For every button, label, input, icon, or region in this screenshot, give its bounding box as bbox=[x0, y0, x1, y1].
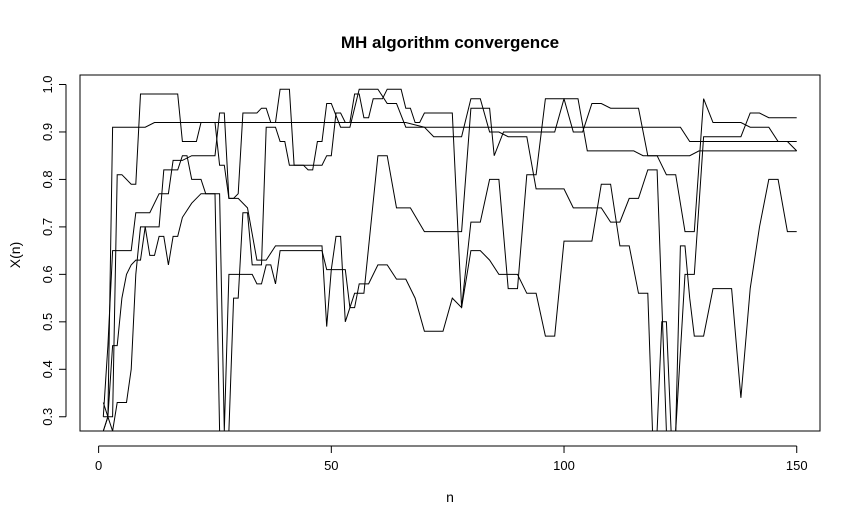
chart-title: MH algorithm convergence bbox=[341, 33, 559, 52]
y-tick-label: 0.7 bbox=[40, 218, 55, 236]
y-axis: 0.3 0.4 0.5 0.6 0.7 0.8 0.9 1.0 bbox=[40, 75, 67, 426]
series-line-3 bbox=[102, 178, 797, 432]
x-axis: 0 50 100 150 bbox=[95, 445, 808, 473]
y-tick-label: 0.9 bbox=[40, 123, 55, 141]
series-line-2 bbox=[102, 98, 797, 417]
x-tick-label: 150 bbox=[786, 458, 808, 473]
y-tick-label: 0.3 bbox=[40, 408, 55, 426]
x-tick-label: 50 bbox=[324, 458, 338, 473]
y-tick-label: 0.5 bbox=[40, 313, 55, 331]
plot-box bbox=[79, 74, 821, 432]
x-tick-label: 0 bbox=[95, 458, 102, 473]
y-axis-label: X(n) bbox=[7, 242, 23, 268]
y-tick-label: 0.4 bbox=[40, 360, 55, 378]
series-line-4 bbox=[102, 88, 798, 432]
series-line-1 bbox=[103, 122, 797, 418]
series-line-5 bbox=[102, 88, 797, 432]
x-tick-label: 100 bbox=[553, 458, 575, 473]
x-axis-label: n bbox=[446, 489, 454, 505]
series-layer bbox=[102, 88, 798, 432]
y-tick-label: 1.0 bbox=[40, 75, 55, 93]
y-tick-label: 0.6 bbox=[40, 265, 55, 283]
y-tick-label: 0.8 bbox=[40, 170, 55, 188]
